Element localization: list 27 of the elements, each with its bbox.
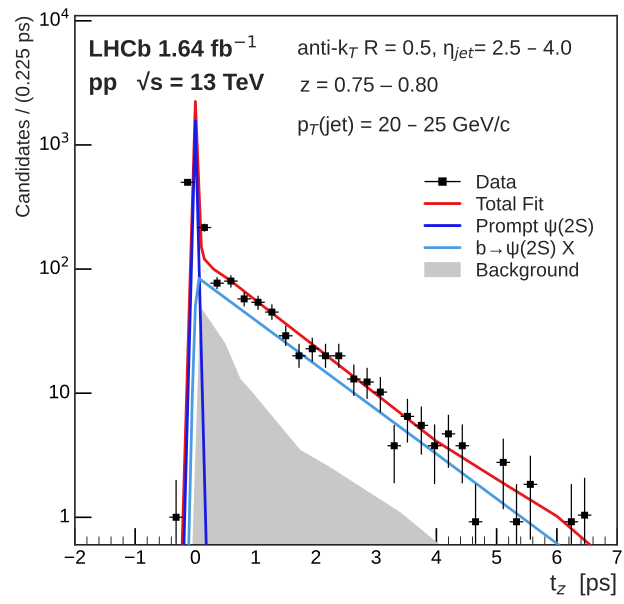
legend-label: Total Fit (476, 196, 544, 211)
x-tick-label: 4 (431, 550, 442, 564)
legend-label: Prompt ψ(2S) (477, 218, 594, 236)
annotation: pp √s = 13 TeV (90, 71, 264, 95)
x-tick-label: 7 (612, 550, 622, 564)
annotation: z = 0.75 – 0.80 (300, 77, 438, 92)
x-tick-label: 5 (492, 550, 502, 564)
y-tick-label: 10 (50, 384, 70, 398)
x-axis-title: t$_{z}$ [ps] (550, 573, 616, 596)
x-tick-label: −2 (64, 550, 85, 564)
legend-label: b→ψ(2S) X (476, 240, 574, 258)
annotation: LHCb 1.64 fb$^{−1}$ (90, 35, 256, 57)
y-tick-label: 10$^{3}$ (40, 132, 68, 150)
x-tick-label: 0 (190, 550, 200, 564)
y-tick-label: 1 (60, 508, 70, 522)
y-axis-title: Candidates / (0.225 ps) (15, 16, 34, 217)
y-tick-label: 10$^{2}$ (40, 256, 68, 274)
x-tick-label: 6 (552, 550, 562, 564)
x-tick-label: 3 (371, 550, 381, 564)
annotation: anti-k$_{T}$ R = 0.5, η$_{jet}$= 2.5 – 4.0 (298, 40, 572, 62)
x-tick-label: 1 (252, 550, 260, 564)
legend-label: Background (477, 262, 578, 280)
annotation: p$_{T}$(jet) = 20 – 25 GeV/c (298, 116, 510, 136)
legend-label: Data (477, 174, 517, 189)
x-tick-label: −1 (125, 550, 146, 564)
y-tick-label: 10$^{4}$ (40, 8, 69, 26)
x-tick-label: 2 (311, 550, 320, 564)
